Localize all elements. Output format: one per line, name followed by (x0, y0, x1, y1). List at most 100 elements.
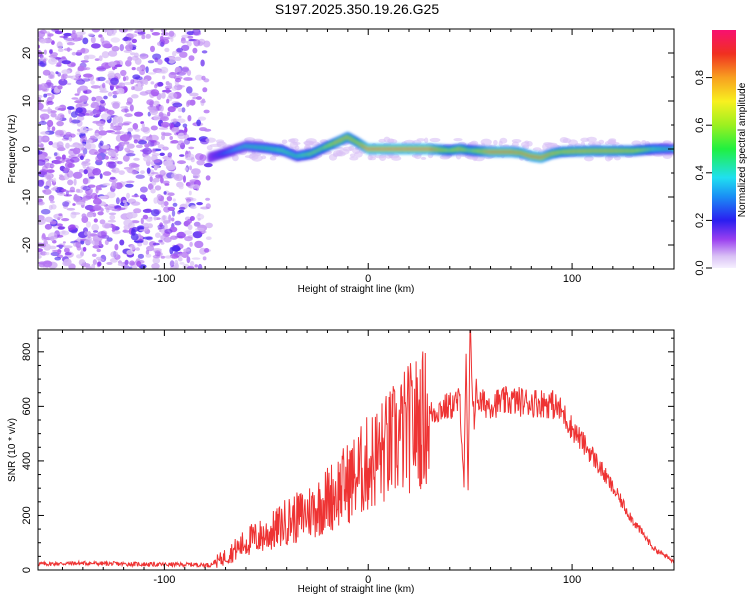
noise-blob (86, 212, 94, 218)
noise-blob (131, 134, 141, 138)
noise-blob (117, 161, 123, 165)
noise-blob (205, 197, 211, 201)
noise-blob (204, 248, 210, 253)
noise-blob (129, 104, 134, 112)
noise-blob (56, 141, 64, 149)
colorbar-tick-label: 0.2 (694, 213, 706, 228)
noise-blob (188, 190, 192, 196)
noise-blob (132, 123, 139, 130)
noise-blob (104, 65, 111, 69)
noise-blob (98, 240, 102, 247)
halo-blob (493, 139, 498, 146)
halo-blob (352, 147, 361, 155)
noise-blob (66, 207, 76, 211)
noise-blob (109, 176, 116, 180)
noise-blob (91, 43, 101, 49)
noise-blob (107, 149, 117, 157)
noise-blob (164, 57, 170, 63)
noise-blob (99, 173, 103, 179)
noise-blob (189, 92, 199, 97)
noise-blob (82, 185, 91, 191)
noise-blob (172, 50, 177, 57)
noise-blob (81, 213, 87, 219)
chart-title: S197.2025.350.19.26.G25 (275, 1, 439, 17)
noise-blob (45, 252, 50, 256)
noise-blob (158, 239, 163, 243)
colorbar-tick-label: 0.0 (694, 260, 706, 275)
noise-blob (79, 102, 89, 107)
noise-blob (122, 122, 130, 126)
noise-blob (171, 86, 178, 91)
noise-blob (202, 87, 208, 93)
noise-blob (131, 94, 139, 99)
noise-blob (144, 143, 150, 148)
noise-blob (104, 155, 109, 160)
noise-blob (46, 100, 54, 105)
noise-blob (140, 186, 148, 193)
noise-blob (186, 86, 193, 94)
x-tick-label: -100 (153, 574, 175, 586)
halo-blob (532, 147, 542, 151)
noise-blob (126, 249, 134, 256)
noise-blob (77, 128, 81, 132)
noise-blob (46, 119, 54, 128)
noise-blob (190, 157, 195, 163)
y-tick-label: -20 (21, 237, 33, 253)
noise-blob (134, 111, 144, 117)
noise-blob (80, 126, 87, 132)
noise-blob (64, 252, 72, 256)
noise-blob (122, 76, 127, 82)
noise-blob (79, 95, 89, 102)
noise-blob (205, 175, 211, 181)
noise-blob (166, 98, 170, 104)
noise-blob (163, 191, 167, 195)
noise-blob (196, 202, 203, 206)
noise-blob (150, 81, 155, 85)
noise-blob (44, 162, 54, 169)
noise-blob (145, 253, 152, 258)
noise-blob (188, 55, 195, 61)
noise-blob (199, 127, 207, 132)
noise-blob (70, 62, 76, 67)
noise-blob (160, 201, 165, 208)
noise-blob (140, 170, 145, 175)
noise-blob (157, 224, 165, 230)
noise-blob (170, 140, 179, 144)
halo-blob (232, 154, 239, 162)
noise-blob (122, 155, 130, 162)
noise-blob (85, 128, 93, 131)
noise-blob (153, 215, 157, 221)
noise-blob (139, 91, 149, 96)
noise-blob (40, 208, 51, 215)
noise-blob (153, 100, 160, 107)
noise-blob (79, 155, 84, 160)
noise-blob (192, 47, 198, 54)
noise-blob (63, 258, 72, 266)
noise-blob (142, 197, 148, 202)
noise-blob (67, 163, 75, 168)
noise-blob (56, 62, 62, 67)
halo-blob (580, 137, 590, 142)
noise-blob (107, 30, 113, 37)
noise-blob (69, 186, 75, 192)
noise-blob (127, 127, 134, 132)
noise-blob (183, 248, 191, 252)
noise-blob (150, 188, 156, 194)
noise-blob (94, 151, 101, 155)
noise-blob (82, 37, 89, 45)
noise-blob (195, 74, 203, 81)
noise-blob (111, 181, 118, 189)
noise-blob (164, 183, 170, 186)
noise-blob (50, 236, 55, 242)
noise-blob (61, 56, 66, 59)
noise-blob (193, 39, 201, 47)
noise-blob (164, 47, 170, 53)
noise-blob (176, 47, 183, 53)
noise-blob (117, 263, 124, 266)
y-tick-label: 20 (21, 47, 33, 59)
noise-blob (95, 113, 101, 117)
noise-blob (144, 79, 149, 85)
noise-blob (55, 186, 65, 194)
noise-blob (93, 198, 102, 205)
